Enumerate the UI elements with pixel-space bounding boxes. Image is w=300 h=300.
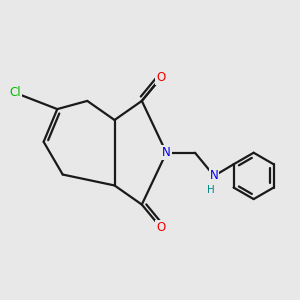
Text: O: O: [156, 221, 166, 234]
Text: Cl: Cl: [9, 86, 21, 99]
Text: O: O: [156, 71, 166, 84]
Text: H: H: [208, 185, 215, 195]
Text: N: N: [210, 169, 218, 182]
Text: N: N: [162, 146, 171, 159]
